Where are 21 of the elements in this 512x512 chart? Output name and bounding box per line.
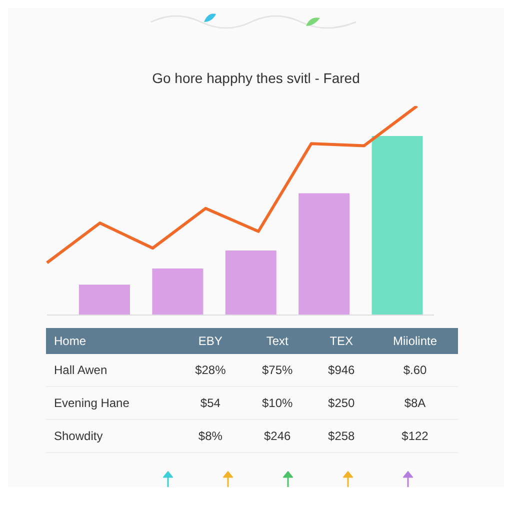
text: Hall Awen <box>53 362 108 379</box>
text: $258 <box>327 428 356 445</box>
bar <box>372 136 423 315</box>
text: $.60 <box>402 362 428 379</box>
text: $8A <box>403 395 427 412</box>
bar <box>225 250 276 315</box>
text: $10% <box>260 395 294 412</box>
text: $75% <box>260 362 294 379</box>
bar <box>152 268 204 315</box>
text: $246 <box>262 428 292 445</box>
bar <box>298 193 350 315</box>
bar <box>78 284 130 315</box>
chart-title: Go hore happhy thes svitl - Fared <box>151 70 361 86</box>
text: $8% <box>197 428 224 445</box>
text: $28% <box>194 362 227 379</box>
text: $122 <box>400 428 430 445</box>
text: $250 <box>327 395 356 412</box>
text: $946 <box>327 362 356 379</box>
text: Evening Hane <box>53 395 130 412</box>
text: $54 <box>199 395 222 412</box>
text: Showdity <box>53 428 104 445</box>
